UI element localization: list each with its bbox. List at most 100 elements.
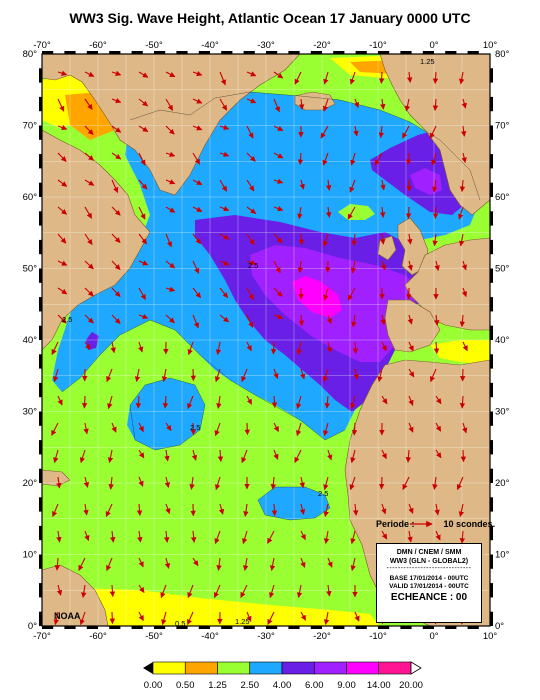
frame-tick (490, 211, 493, 226)
wave-arrow (57, 260, 68, 266)
frame-tick (490, 411, 493, 426)
frame-tick (490, 611, 493, 626)
wave-arrow (326, 341, 333, 353)
wave-arrow (408, 395, 414, 406)
wave-arrow (434, 260, 440, 272)
wave-arrow (273, 205, 284, 212)
wave-arrow (353, 368, 359, 381)
wave-arrow (297, 206, 303, 220)
wave-arrow (243, 503, 249, 517)
wave-arrow (323, 530, 330, 544)
wave-arrow (242, 530, 248, 545)
wave-arrow (296, 584, 303, 599)
wave-arrow (109, 611, 116, 625)
wave-arrow (407, 530, 413, 543)
frame-tick (490, 182, 493, 197)
wave-arrow (381, 341, 387, 352)
wave-arrow (402, 476, 410, 490)
wave-arrow (432, 206, 439, 219)
wave-arrow (273, 71, 284, 79)
wave-arrow (215, 341, 222, 356)
frame-tick (176, 51, 188, 54)
wave-arrow (300, 530, 306, 541)
wave-arrow (163, 530, 170, 543)
lat-label: 0° (28, 621, 37, 632)
wave-arrow (138, 71, 149, 78)
wave-arrow (192, 98, 203, 104)
frame-tick (131, 51, 143, 54)
lat-label: 10° (495, 550, 510, 561)
wave-arrow (461, 98, 467, 109)
frame-tick (39, 211, 42, 226)
wave-arrow (351, 233, 358, 247)
frame-tick (333, 626, 345, 629)
wave-arrow (165, 206, 176, 213)
frame-tick (42, 626, 54, 629)
wave-arrow (111, 287, 121, 298)
lon-label: -40° (201, 40, 219, 51)
wave-arrow (352, 503, 359, 516)
wave-arrow (353, 125, 359, 137)
frame-tick (467, 51, 479, 54)
frame-tick (39, 583, 42, 598)
wave-arrow (138, 584, 145, 594)
wave-arrow (110, 530, 116, 543)
frame-tick (490, 125, 493, 140)
lon-label: -20° (313, 40, 331, 51)
wave-arrow (164, 476, 171, 488)
wave-arrow (216, 557, 222, 571)
wave-arrow (300, 611, 307, 621)
latitude-labels-left: 0° 10° 20° 30° 40° 50° 60° 70° 80° (23, 49, 38, 632)
wave-arrow (219, 206, 230, 212)
wave-arrow (349, 71, 356, 85)
wave-arrow (165, 286, 176, 292)
wave-arrow (408, 341, 414, 352)
wave-arrow (404, 98, 411, 112)
wave-arrow (192, 557, 199, 567)
wave-arrow (323, 476, 329, 491)
wave-arrow (405, 449, 412, 463)
wave-arrow (461, 287, 468, 298)
wave-arrow (298, 314, 305, 327)
frame-tick (490, 554, 493, 569)
frame-tick (39, 182, 42, 197)
wave-arrow (111, 70, 122, 76)
wave-arrow (107, 395, 113, 410)
frame-tick (490, 525, 493, 541)
wave-arrow (109, 584, 116, 598)
wave-arrow (246, 233, 255, 245)
wave-arrow (84, 71, 95, 77)
wave-arrow (270, 476, 277, 490)
contour-label: 2.5 (248, 261, 258, 270)
wave-arrow (461, 152, 467, 164)
wave-arrow (294, 71, 302, 85)
wave-arrow (192, 260, 200, 274)
wave-arrow (165, 503, 171, 515)
wave-arrow (105, 503, 113, 518)
wave-arrow (56, 476, 62, 489)
frame-tick (490, 354, 493, 369)
wave-arrow (81, 584, 87, 598)
wave-arrow (459, 395, 466, 409)
frame-tick (39, 525, 42, 541)
wave-arrow (57, 152, 67, 162)
lon-label: -30° (257, 40, 275, 51)
wave-arrow (57, 124, 68, 131)
wave-arrow (138, 233, 147, 245)
wave-arrow (322, 152, 329, 166)
map-title: WW3 Sig. Wave Height, Atlantic Ocean 17 … (69, 10, 471, 26)
wave-arrow (408, 368, 415, 378)
wave-arrow (273, 287, 283, 297)
wave-arrow (136, 503, 143, 516)
wave-arrow (350, 395, 356, 410)
wave-arrow (407, 233, 413, 245)
lat-label: 40° (495, 335, 510, 346)
land-south-america (42, 564, 109, 626)
frame-tick (490, 440, 493, 455)
lat-label: 30° (495, 407, 510, 418)
wave-arrow (456, 476, 464, 491)
wave-arrow (246, 259, 257, 266)
map-field (42, 54, 490, 626)
wave-arrow (377, 368, 383, 383)
lon-label: -60° (89, 631, 107, 642)
